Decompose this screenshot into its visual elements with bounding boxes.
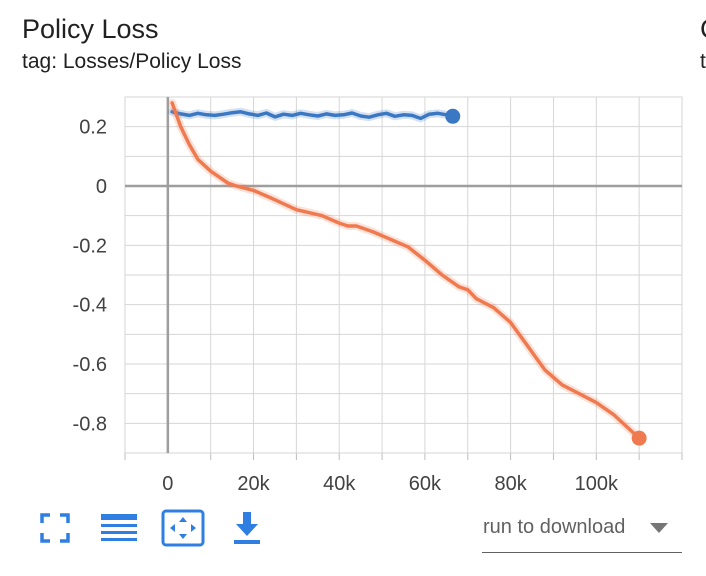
x-tick-label: 20k	[237, 473, 270, 495]
card-tag: tag: Losses/Policy Loss	[22, 50, 242, 73]
chevron-down-icon	[650, 523, 668, 533]
download-icon	[234, 512, 260, 544]
y-tick-label: -0.2	[73, 235, 107, 257]
policy-loss-chart[interactable]: 0 20k 40k 60k 80k 100k 0.2 0 -0.2 -0.4 -0.6 -0.8	[0, 0, 706, 500]
y-tick-label: 0.2	[79, 117, 107, 139]
next-card-title-fragment: C	[700, 14, 706, 45]
chart-axes	[125, 97, 682, 453]
chart-series	[168, 98, 647, 446]
x-tick-label: 60k	[409, 473, 442, 495]
run-to-download-select[interactable]: run to download	[482, 508, 682, 553]
chart-grid	[124, 96, 683, 460]
fit-domain-button[interactable]	[161, 508, 205, 548]
card-title: Policy Loss	[22, 14, 159, 44]
series-0-end-marker	[445, 108, 461, 124]
x-tick-label: 40k	[323, 473, 356, 495]
chart-tick-labels: 0 20k 40k 60k 80k 100k 0.2 0 -0.2 -0.4 -0.6 -0.8	[73, 117, 619, 495]
y-tick-label: -0.6	[73, 354, 107, 376]
data-table-icon	[101, 514, 137, 541]
y-tick-label: -0.8	[73, 413, 107, 435]
series-0-line	[170, 110, 455, 121]
data-table-button[interactable]	[97, 508, 141, 548]
download-button[interactable]	[225, 508, 269, 548]
y-tick-label: -0.4	[73, 295, 107, 317]
fullscreen-icon	[40, 513, 70, 543]
x-tick-label: 0	[162, 473, 173, 495]
y-tick-label: 0	[96, 176, 107, 198]
series-1-end-marker	[631, 430, 647, 446]
fit-domain-icon	[161, 509, 205, 547]
series-1-line	[170, 101, 641, 440]
x-tick-label: 80k	[494, 473, 527, 495]
x-tick-label: 100k	[575, 473, 619, 495]
run-to-download-label: run to download	[483, 516, 626, 538]
next-card-tag-fragment: t	[700, 50, 706, 73]
fullscreen-button[interactable]	[33, 508, 77, 548]
